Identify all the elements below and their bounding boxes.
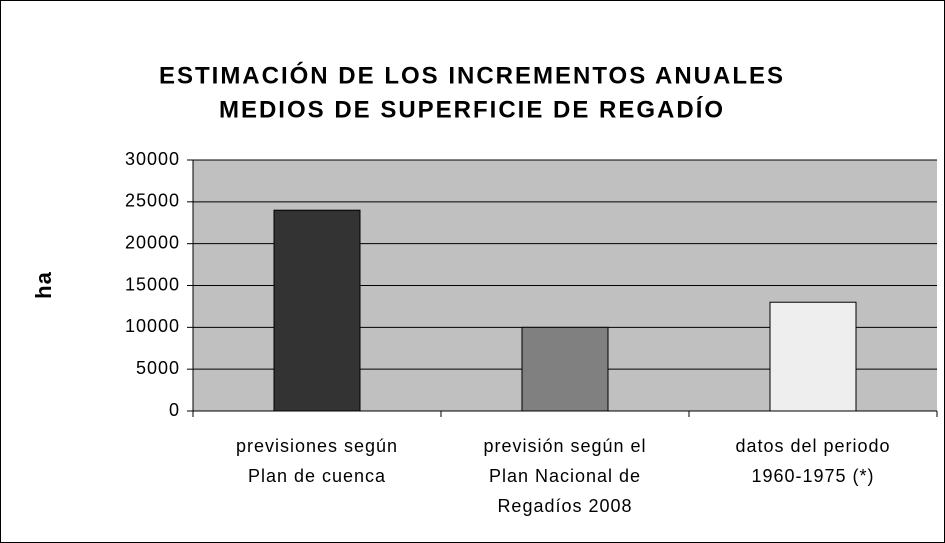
bar [273, 209, 361, 412]
y-tick-label: 5000 [136, 358, 180, 378]
x-tick-label: previsiones según [236, 436, 398, 456]
x-tick-label: Regadíos 2008 [497, 496, 632, 516]
y-axis-label: ha [31, 271, 56, 299]
bar [521, 326, 609, 412]
x-tick-label: 1960-1975 (*) [751, 466, 874, 486]
x-tick-label: Plan de cuenca [248, 466, 386, 486]
y-tick-label: 10000 [125, 316, 180, 336]
x-tick-label: previsión según el [483, 436, 646, 456]
y-tick-label: 25000 [125, 191, 180, 211]
y-tick-label: 0 [169, 400, 180, 420]
y-tick-label: 15000 [125, 274, 180, 294]
x-tick-label: Plan Nacional de [489, 466, 641, 486]
chart-title: ESTIMACIÓN DE LOS INCREMENTOS ANUALES [159, 61, 785, 89]
y-tick-label: 20000 [125, 232, 180, 252]
chart-title: MEDIOS DE SUPERFICIE DE REGADÍO [219, 95, 725, 123]
bar [769, 301, 857, 412]
x-tick-label: datos del periodo [735, 436, 890, 456]
y-tick-label: 30000 [125, 149, 180, 169]
